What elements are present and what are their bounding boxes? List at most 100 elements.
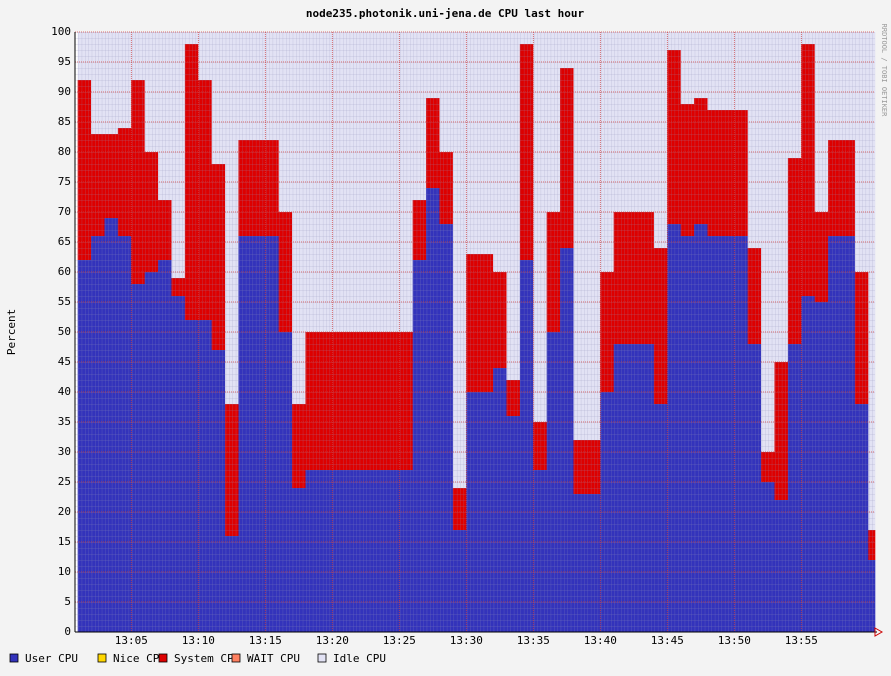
watermark: RRDTOOL / TOBI OETIKER [880, 24, 888, 118]
area-step [828, 32, 842, 140]
area-step [479, 32, 494, 254]
area-step [613, 344, 628, 632]
area-step [493, 272, 507, 368]
area-step [533, 470, 547, 632]
area-step [77, 32, 92, 80]
area-step [332, 470, 346, 632]
y-tick-label: 20 [58, 505, 71, 518]
area-step [707, 236, 722, 632]
area-step [265, 236, 279, 632]
area-step [385, 332, 400, 470]
area-step [426, 188, 440, 632]
area-step [77, 260, 92, 632]
legend-label: WAIT CPU [247, 652, 300, 665]
y-tick-label: 65 [58, 235, 71, 248]
area-step [533, 32, 547, 422]
legend-label: Idle CPU [333, 652, 386, 665]
area-step [158, 32, 172, 200]
area-step [158, 260, 172, 632]
area-step [667, 50, 681, 224]
area-step [305, 332, 320, 470]
area-step [466, 32, 480, 254]
area-step [385, 470, 400, 632]
legend-swatch [231, 653, 241, 663]
area-step [466, 254, 480, 392]
area-step [493, 368, 507, 632]
y-tick-label: 15 [58, 535, 71, 548]
area-step [318, 332, 333, 470]
area-step [613, 212, 628, 344]
axes-layer: 0 5 10 15 20 25 30 35 40 45 50 55 60 65 70 75 80 85 90 95 10… [51, 25, 877, 647]
area-step [439, 224, 454, 632]
area-step [653, 32, 668, 248]
y-tick-label: 70 [58, 205, 71, 218]
area-step [318, 470, 333, 632]
legend: User CPU Nice CPU System CPU WAIT CPU Idle C… [9, 652, 386, 665]
area-step [359, 470, 373, 632]
area-step [640, 212, 655, 344]
area-step [586, 32, 601, 440]
area-step [479, 254, 494, 392]
area-step [452, 530, 467, 632]
area-step [519, 260, 534, 632]
area-step [292, 32, 306, 404]
area-step [171, 296, 186, 632]
y-tick-label: 30 [58, 445, 71, 458]
area-step [211, 164, 226, 350]
legend-label: System CPU [174, 652, 240, 665]
area-step [868, 530, 876, 560]
area-step [761, 452, 775, 482]
area-step [841, 140, 856, 236]
area-step [251, 236, 266, 632]
area-step [774, 362, 789, 500]
area-step [801, 32, 815, 44]
area-step [117, 236, 132, 632]
area-step [801, 44, 815, 296]
area-step [251, 140, 266, 236]
area-step [653, 248, 668, 404]
area-step [519, 32, 534, 44]
area-step [787, 344, 802, 632]
area-step [184, 320, 199, 632]
x-tick-label: 13:50 [718, 634, 751, 647]
y-tick-label: 95 [58, 55, 71, 68]
area-step [198, 32, 212, 80]
area-step [814, 302, 829, 632]
area-step [506, 32, 521, 380]
y-tick-label: 60 [58, 265, 71, 278]
area-step [734, 110, 748, 236]
area-step [586, 440, 601, 494]
area-step [573, 32, 588, 440]
legend-swatch [158, 653, 168, 663]
area-step [573, 440, 588, 494]
chart-title: node235.photonik.uni-jena.de CPU last ho… [306, 7, 585, 20]
area-step [91, 32, 105, 134]
y-tick-label: 100 [51, 25, 71, 38]
area-step [238, 236, 253, 632]
area-step [225, 404, 239, 536]
area-step [801, 296, 815, 632]
area-step [680, 104, 695, 236]
x-tick-label: 13:35 [517, 634, 550, 647]
legend-swatch [317, 653, 327, 663]
area-step [747, 32, 762, 248]
area-step [332, 332, 346, 470]
area-step [265, 140, 279, 236]
area-step [814, 212, 829, 302]
area-step [586, 494, 601, 632]
area-step [171, 278, 186, 296]
area-step [680, 32, 695, 104]
area-step [627, 344, 641, 632]
area-step [345, 332, 360, 470]
area-step [452, 32, 467, 488]
area-step [787, 32, 802, 158]
legend-label: Nice CPU [113, 652, 166, 665]
y-tick-label: 80 [58, 145, 71, 158]
area-step [171, 32, 186, 278]
area-step [225, 32, 239, 404]
y-tick-label: 75 [58, 175, 71, 188]
area-step [412, 32, 427, 200]
area-step [828, 140, 842, 236]
area-step [265, 32, 279, 140]
area-step [251, 32, 266, 140]
